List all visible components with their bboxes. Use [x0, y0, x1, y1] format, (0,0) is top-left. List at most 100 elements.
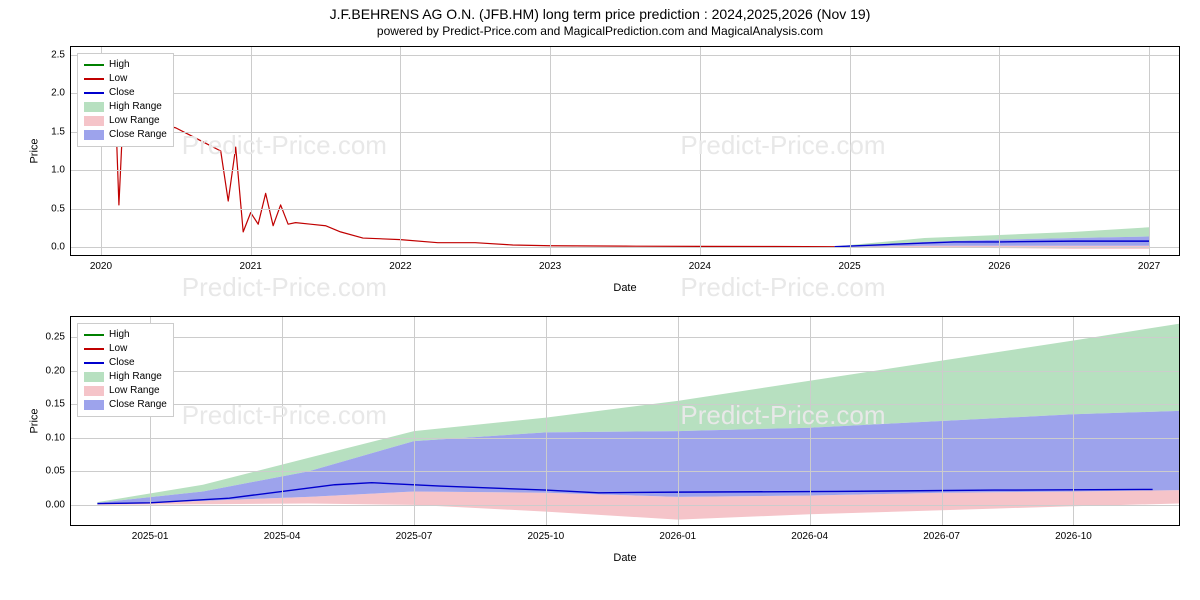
legend-swatch [84, 362, 104, 364]
y-tick-label: 1.0 [51, 165, 65, 176]
legend-label: Close [109, 86, 135, 100]
y-tick-label: 0.00 [46, 499, 65, 510]
gridline [71, 471, 1179, 472]
gridline [71, 438, 1179, 439]
legend-swatch [84, 372, 104, 382]
gridline [850, 47, 851, 255]
gridline [550, 47, 551, 255]
gridline [71, 505, 1179, 506]
x-tick-label: 2025-10 [527, 531, 564, 542]
x-tick-label: 2025 [838, 261, 860, 272]
gridline [71, 209, 1179, 210]
legend-bottom: HighLowCloseHigh RangeLow RangeClose Ran… [77, 323, 174, 417]
x-tick-label: 2025-07 [396, 531, 433, 542]
y-tick-label: 0.15 [46, 399, 65, 410]
x-tick-label: 2027 [1138, 261, 1160, 272]
legend-item: Close Range [84, 128, 167, 142]
x-tick-label: 2022 [389, 261, 411, 272]
gridline [71, 404, 1179, 405]
x-tick-label: 2026-07 [923, 531, 960, 542]
legend-item: Low [84, 342, 167, 356]
gridline [700, 47, 701, 255]
gridline [71, 247, 1179, 248]
gridline [546, 317, 547, 525]
legend-label: Low [109, 72, 127, 86]
y-tick-label: 0.10 [46, 432, 65, 443]
y-axis-label: Price [29, 138, 41, 163]
chart-container: J.F.BEHRENS AG O.N. (JFB.HM) long term p… [0, 0, 1200, 600]
x-tick-label: 2026-10 [1055, 531, 1092, 542]
gridline [400, 47, 401, 255]
legend-swatch [84, 116, 104, 126]
plot-svg-bottom [71, 317, 1179, 525]
legend-label: High [109, 328, 130, 342]
plot-area-bottom: Predict-Price.com Predict-Price.com High… [70, 316, 1180, 526]
legend-swatch [84, 102, 104, 112]
chart-bottom: Predict-Price.com Predict-Price.com High… [70, 316, 1180, 526]
legend-label: High Range [109, 100, 162, 114]
legend-label: Low Range [109, 114, 160, 128]
legend-swatch [84, 400, 104, 410]
x-tick-label: 2024 [689, 261, 711, 272]
legend-item: High Range [84, 100, 167, 114]
x-tick-label: 2025-04 [264, 531, 301, 542]
legend-label: High Range [109, 370, 162, 384]
gridline [414, 317, 415, 525]
x-tick-label: 2026-04 [791, 531, 828, 542]
y-tick-label: 0.20 [46, 365, 65, 376]
x-tick-label: 2023 [539, 261, 561, 272]
gridline [1149, 47, 1150, 255]
legend-item: Low Range [84, 384, 167, 398]
gridline [282, 317, 283, 525]
plot-area-top: Predict-Price.com Predict-Price.com Pred… [70, 46, 1180, 256]
gridline [678, 317, 679, 525]
y-tick-label: 0.5 [51, 203, 65, 214]
legend-swatch [84, 78, 104, 80]
gridline [71, 132, 1179, 133]
legend-swatch [84, 334, 104, 336]
legend-item: High [84, 58, 167, 72]
y-tick-label: 2.0 [51, 88, 65, 99]
y-tick-label: 0.25 [46, 332, 65, 343]
legend-label: Close Range [109, 128, 167, 142]
x-tick-label: 2026 [988, 261, 1010, 272]
legend-swatch [84, 64, 104, 66]
chart-title: J.F.BEHRENS AG O.N. (JFB.HM) long term p… [0, 0, 1200, 22]
y-tick-label: 0.0 [51, 242, 65, 253]
plot-svg-top [71, 47, 1179, 255]
x-axis-label: Date [613, 552, 636, 564]
y-tick-label: 0.05 [46, 466, 65, 477]
gridline [71, 371, 1179, 372]
chart-subtitle: powered by Predict-Price.com and Magical… [0, 22, 1200, 38]
legend-label: Low [109, 342, 127, 356]
legend-item: Low [84, 72, 167, 86]
legend-swatch [84, 348, 104, 350]
watermark: Predict-Price.com [680, 272, 885, 303]
y-axis-label: Price [29, 408, 41, 433]
x-axis-label: Date [613, 282, 636, 294]
legend-swatch [84, 92, 104, 94]
gridline [810, 317, 811, 525]
legend-label: Low Range [109, 384, 160, 398]
gridline [71, 337, 1179, 338]
legend-item: High [84, 328, 167, 342]
watermark: Predict-Price.com [182, 272, 387, 303]
x-tick-label: 2020 [90, 261, 112, 272]
legend-item: Close Range [84, 398, 167, 412]
chart-top: Predict-Price.com Predict-Price.com Pred… [70, 46, 1180, 256]
legend-item: Close [84, 356, 167, 370]
legend-swatch [84, 386, 104, 396]
legend-label: High [109, 58, 130, 72]
x-tick-label: 2026-01 [659, 531, 696, 542]
legend-swatch [84, 130, 104, 140]
y-tick-label: 1.5 [51, 126, 65, 137]
gridline [942, 317, 943, 525]
x-tick-label: 2021 [240, 261, 262, 272]
gridline [71, 93, 1179, 94]
gridline [71, 55, 1179, 56]
legend-label: Close [109, 356, 135, 370]
x-tick-label: 2025-01 [132, 531, 169, 542]
y-tick-label: 2.5 [51, 49, 65, 60]
legend-item: High Range [84, 370, 167, 384]
legend-item: Low Range [84, 114, 167, 128]
